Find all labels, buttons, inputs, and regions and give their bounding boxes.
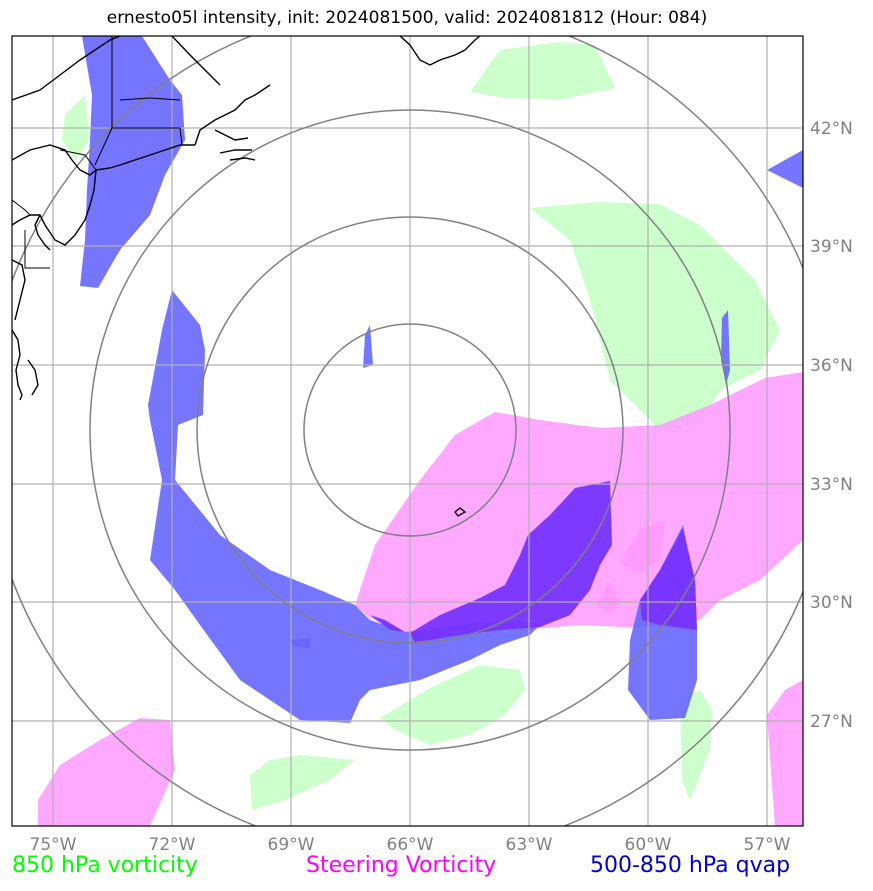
lat-tick-labels: 42°N 39°N 36°N 33°N 30°N 27°N	[810, 119, 853, 732]
range-rings	[12, 36, 803, 826]
lon-tick-label: 57°W	[744, 835, 791, 855]
lon-tick-label: 72°W	[149, 835, 196, 855]
lon-tick-labels: 75°W 72°W 69°W 66°W 63°W 60°W 57°W	[30, 835, 791, 855]
lon-tick-label: 60°W	[625, 835, 672, 855]
vorticity-850-fill	[62, 42, 780, 810]
lon-tick-label: 66°W	[387, 835, 434, 855]
plot-frame	[11, 35, 804, 827]
legend-vorticity-850: 850 hPa vorticity	[12, 853, 198, 878]
lon-tick-label: 69°W	[268, 835, 315, 855]
lon-tick-label: 63°W	[506, 835, 553, 855]
coastline	[12, 36, 481, 517]
lat-tick-label: 36°N	[810, 356, 853, 376]
legend-steering-vorticity: Steering Vorticity	[306, 853, 497, 878]
lat-tick-label: 39°N	[810, 237, 853, 257]
lon-tick-label: 75°W	[30, 835, 77, 855]
lat-tick-label: 27°N	[810, 712, 853, 732]
state-borders	[12, 36, 183, 269]
lat-tick-label: 33°N	[810, 475, 853, 495]
lat-tick-label: 30°N	[810, 593, 853, 613]
map-title: ernesto05l intensity, init: 2024081500, …	[106, 8, 708, 28]
lat-tick-label: 42°N	[810, 119, 853, 139]
legend-qvap: 500-850 hPa qvap	[590, 853, 791, 878]
